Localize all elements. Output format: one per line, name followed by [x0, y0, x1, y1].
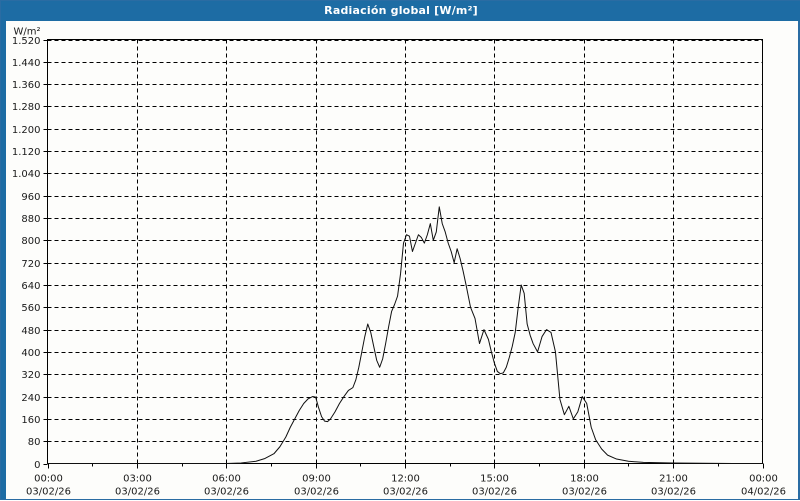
x-tick-time-label: 03:00 [123, 474, 152, 485]
y-tick-label: 1.040 [12, 169, 41, 180]
x-tick-time-label: 12:00 [391, 474, 420, 485]
y-tick-label: 400 [21, 348, 40, 359]
y-tick-label: 960 [21, 192, 40, 203]
left-accent-strip [1, 21, 6, 499]
x-tick-date-label: 03/02/26 [26, 487, 71, 498]
x-tick-time-label: 00:00 [749, 474, 778, 485]
y-tick-label: 640 [21, 281, 40, 292]
window-title-bar: Radiación global [W/m²] [1, 1, 800, 21]
x-tick-date-label: 03/02/26 [115, 487, 160, 498]
y-tick-label: 880 [21, 214, 40, 225]
y-axis-labels: 1.520 1.440 1.360 1.280 1.200 1.120 1.040 960 88… [12, 36, 41, 471]
x-tick-time-label: 09:00 [302, 474, 331, 485]
x-tick-time-label: 15:00 [480, 474, 509, 485]
x-tick-date-label: 03/02/26 [472, 487, 517, 498]
y-axis-unit-label: W/m² [13, 27, 40, 38]
y-tick-label: 80 [28, 437, 41, 448]
y-tick-label: 1.520 [12, 36, 41, 47]
y-tick-label: 480 [21, 326, 40, 337]
x-tick-time-label: 21:00 [659, 474, 688, 485]
y-tick-label: 1.120 [12, 147, 41, 158]
x-tick-time-label: 18:00 [570, 474, 599, 485]
y-tick-label: 800 [21, 236, 40, 247]
x-tick-date-label: 03/02/26 [204, 487, 249, 498]
vertical-gridlines [137, 39, 674, 464]
x-axis-ticks [48, 463, 764, 469]
y-tick-label: 1.440 [12, 58, 41, 69]
y-tick-label: 1.200 [12, 125, 41, 136]
y-tick-label: 560 [21, 303, 40, 314]
horizontal-gridlines [47, 40, 763, 442]
chart-canvas-area: 1.520 1.440 1.360 1.280 1.200 1.120 1.040 960 88… [6, 21, 798, 499]
x-tick-date-label: 04/02/26 [741, 487, 786, 498]
x-tick-date-label: 03/02/26 [562, 487, 607, 498]
y-tick-label: 240 [21, 393, 40, 404]
x-axis-labels: 00:00 03/02/26 03:00 03/02/26 06:00 03/02/26 0… [26, 474, 786, 498]
data-series-radiacion-global [47, 206, 763, 464]
page-title: Radiación global [W/m²] [324, 4, 478, 17]
y-tick-label: 160 [21, 415, 40, 426]
y-tick-label: 1.360 [12, 80, 41, 91]
x-tick-time-label: 06:00 [212, 474, 241, 485]
y-axis-ticks [43, 40, 48, 465]
y-tick-label: 720 [21, 259, 40, 270]
x-tick-date-label: 03/02/26 [651, 487, 696, 498]
x-tick-date-label: 03/02/26 [383, 487, 428, 498]
y-tick-label: 1.280 [12, 102, 41, 113]
x-tick-date-label: 03/02/26 [294, 487, 339, 498]
x-tick-time-label: 00:00 [34, 474, 63, 485]
y-tick-label: 0 [34, 460, 40, 471]
y-tick-label: 320 [21, 370, 40, 381]
